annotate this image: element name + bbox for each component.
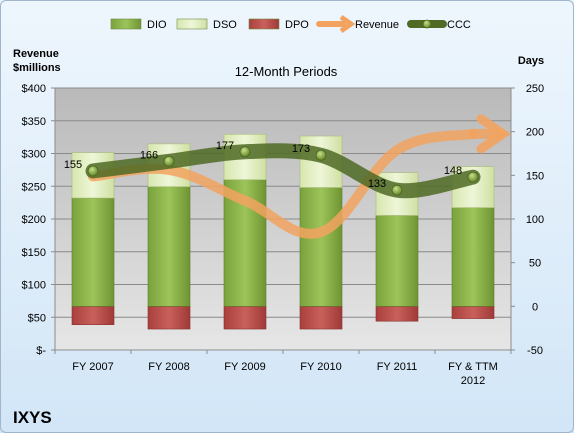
ccc-marker — [163, 155, 175, 167]
left-axis-tick-label: $150 — [22, 247, 46, 259]
right-axis-tick-label: 150 — [526, 170, 544, 182]
ccc-marker — [315, 149, 327, 161]
legend-swatch-dso — [176, 18, 208, 30]
bar-dpo — [71, 306, 115, 325]
ccc-data-label: 177 — [216, 140, 234, 152]
x-axis-tick-label: FY 2010 — [300, 361, 341, 373]
legend-swatch-revenue-head — [339, 14, 356, 34]
revenue-series — [88, 114, 511, 239]
left-axis-tick-label: $300 — [22, 149, 46, 161]
right-axis-tick-label: -50 — [527, 345, 543, 357]
bar-dio — [451, 207, 495, 307]
legend-label-revenue: Revenue — [355, 19, 399, 31]
bar-dpo — [147, 306, 191, 330]
left-axis-tick-label: $200 — [22, 214, 46, 226]
legend-label-ccc: CCC — [447, 19, 471, 31]
ccc-series — [85, 143, 481, 199]
ccc-data-label: 148 — [444, 165, 462, 177]
right-axis-tick-label: 250 — [526, 83, 544, 95]
ccc-marker — [467, 171, 479, 183]
left-axis-label-line2: $millions — [13, 62, 61, 74]
bar-dpo — [375, 306, 419, 322]
right-axis: -50 0 50 100 150 200 250 — [511, 83, 544, 357]
x-axis: FY 2007 FY 2008 FY 2009 FY 2010 FY 2011 FY & … — [54, 350, 512, 387]
left-axis-tick-label: $400 — [22, 83, 46, 95]
bar-dio — [71, 197, 115, 307]
left-axis: $- $50 $100 $150 $200 $250 $300 $350 $400 — [22, 83, 55, 357]
ccc-data-label: 166 — [140, 149, 158, 161]
x-axis-tick-label: 2012 — [461, 375, 485, 387]
bar-dpo — [223, 306, 267, 330]
ccc-data-label: 133 — [368, 178, 386, 190]
legend-label-dso: DSO — [213, 19, 237, 31]
legend-swatch-dpo — [248, 18, 280, 30]
ccc-marker — [87, 165, 99, 177]
bar-dpo — [451, 306, 495, 319]
x-axis-tick-label: FY 2007 — [72, 361, 113, 373]
ccc-marker — [239, 146, 251, 158]
x-axis-tick-label: FY & TTM — [448, 361, 498, 373]
bar-dpo — [299, 306, 343, 330]
bar-dio — [147, 186, 191, 307]
legend-swatch-ccc-marker — [422, 19, 432, 29]
revenue-line — [88, 128, 478, 239]
ccc-marker — [391, 184, 403, 196]
right-axis-tick-label: 0 — [532, 301, 538, 313]
left-axis-tick-label: $- — [36, 345, 46, 357]
legend-swatch-dio — [110, 18, 142, 30]
legend-label-dio: DIO — [147, 19, 167, 31]
ccc-data-label: 173 — [292, 143, 310, 155]
left-axis-label-line1: Revenue — [13, 48, 59, 60]
x-axis-tick-label: FY 2011 — [377, 361, 418, 373]
x-axis-tick-label: FY 2008 — [148, 361, 189, 373]
legend-label-dpo: DPO — [285, 19, 309, 31]
bar-dio — [299, 187, 343, 307]
left-axis-tick-label: $350 — [22, 116, 46, 128]
right-axis-tick-label: 100 — [526, 214, 544, 226]
ccc-data-labels: 155 166 177 173 133 148 — [64, 140, 462, 190]
right-axis-tick-label: 200 — [526, 127, 544, 139]
company-name: IXYS — [13, 408, 52, 427]
ccc-data-label: 155 — [64, 159, 82, 171]
left-axis-tick-label: $100 — [22, 280, 46, 292]
chart-title: 12-Month Periods — [235, 64, 338, 79]
right-axis-label: Days — [518, 55, 544, 67]
right-axis-tick-label: 50 — [529, 258, 541, 270]
ccc-line — [85, 143, 481, 199]
left-axis-tick-label: $250 — [22, 181, 46, 193]
bar-dio — [375, 215, 419, 307]
left-axis-tick-label: $50 — [28, 312, 46, 324]
x-axis-tick-label: FY 2009 — [224, 361, 265, 373]
legend: DIO DSO DPO Revenue CCC — [110, 14, 471, 34]
